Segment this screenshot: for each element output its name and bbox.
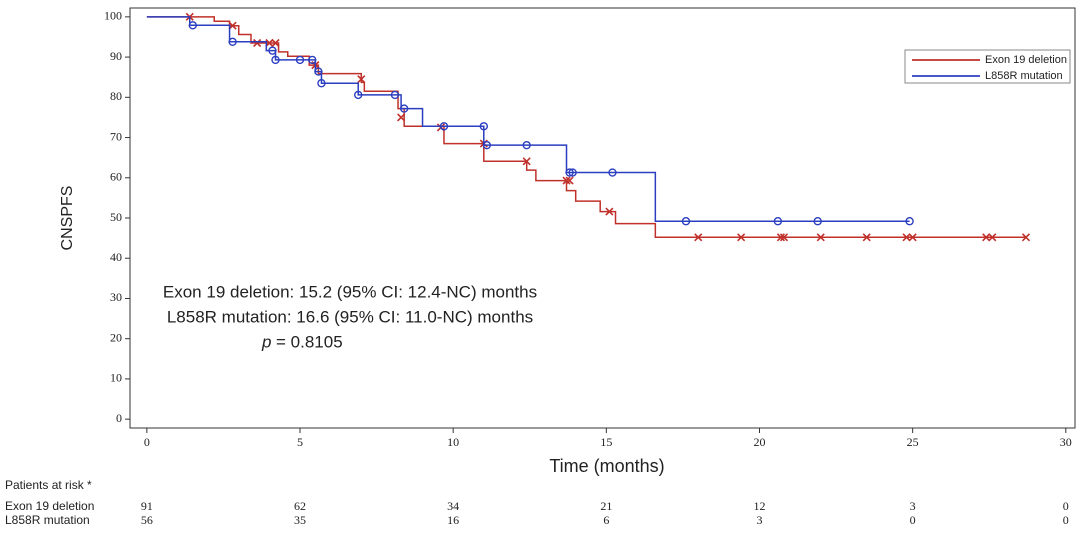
y-tick-label: 30 bbox=[110, 290, 122, 304]
legend-box bbox=[904, 49, 1071, 84]
censor-mark bbox=[317, 79, 326, 88]
censor-mark bbox=[562, 176, 571, 185]
censor-mark bbox=[357, 75, 366, 84]
y-axis-label: CNSPFS bbox=[59, 186, 76, 251]
x-tick-label: 30 bbox=[1060, 435, 1072, 449]
censor-mark bbox=[605, 207, 614, 216]
censor-mark bbox=[816, 233, 825, 242]
y-tick-label: 80 bbox=[110, 89, 122, 103]
x-tick-label: 25 bbox=[907, 435, 919, 449]
risk-count: 3 bbox=[756, 513, 762, 527]
censor-mark bbox=[862, 233, 871, 242]
x-tick-label: 20 bbox=[753, 435, 765, 449]
censor-mark bbox=[988, 233, 997, 242]
censor-mark bbox=[737, 233, 746, 242]
risk-count: 62 bbox=[294, 499, 306, 513]
censor-mark bbox=[908, 233, 917, 242]
y-tick-label: 40 bbox=[110, 250, 122, 264]
censor-mark bbox=[1021, 233, 1031, 242]
risk-count: 0 bbox=[1063, 499, 1069, 513]
censor-mark bbox=[482, 140, 492, 150]
censor-mark bbox=[390, 90, 400, 100]
risk-count: 6 bbox=[603, 513, 609, 527]
y-tick-label: 50 bbox=[110, 210, 122, 224]
risk-count: 91 bbox=[141, 499, 153, 513]
censor-mark bbox=[271, 38, 280, 48]
y-tick-label: 90 bbox=[110, 49, 122, 63]
p-value: = 0.8105 bbox=[276, 332, 343, 351]
censor-mark bbox=[608, 168, 617, 177]
censor-mark bbox=[253, 38, 262, 48]
censor-mark bbox=[694, 233, 703, 242]
censor-mark bbox=[268, 46, 277, 55]
censor-mark bbox=[308, 55, 317, 65]
risk-count: 0 bbox=[910, 513, 916, 527]
censor-mark bbox=[354, 90, 363, 100]
y-tick-label: 100 bbox=[104, 9, 122, 23]
survival-curve bbox=[146, 16, 1026, 239]
censor-mark bbox=[479, 122, 489, 131]
censor-mark bbox=[399, 104, 409, 113]
censor-mark bbox=[902, 233, 911, 242]
legend-label: L858R mutation bbox=[985, 70, 1063, 82]
censor-mark bbox=[314, 67, 323, 76]
y-tick-label: 70 bbox=[110, 129, 122, 143]
censor-mark bbox=[522, 140, 531, 150]
censor-mark bbox=[565, 176, 574, 185]
x-tick-label: 5 bbox=[297, 435, 303, 449]
risk-count: 21 bbox=[600, 499, 612, 513]
x-tick-label: 0 bbox=[144, 435, 150, 449]
censor-mark bbox=[681, 217, 691, 226]
censor-mark bbox=[776, 233, 785, 242]
censor-mark bbox=[397, 113, 406, 122]
risk-count: 3 bbox=[910, 499, 916, 513]
legend-label: Exon 19 deletion bbox=[985, 54, 1067, 66]
risk-count: 16 bbox=[447, 513, 459, 527]
risk-count: 34 bbox=[447, 499, 459, 513]
risk-title: Patients at risk * bbox=[5, 478, 92, 492]
censor-mark bbox=[568, 168, 577, 177]
y-tick-label: 10 bbox=[110, 371, 122, 385]
censor-mark bbox=[295, 55, 305, 65]
y-tick-label: 60 bbox=[110, 170, 122, 184]
risk-count: 0 bbox=[1063, 513, 1069, 527]
censor-mark bbox=[228, 37, 237, 46]
censor-mark bbox=[188, 21, 197, 30]
risk-row-name: L858R mutation bbox=[5, 513, 90, 527]
risk-row-name: Exon 19 deletion bbox=[5, 499, 94, 513]
annotation: L858R mutation: 16.6 (95% CI: 11.0-NC) m… bbox=[167, 307, 533, 326]
censor-mark bbox=[271, 55, 280, 65]
survival-curve bbox=[146, 16, 910, 222]
censor-mark bbox=[522, 157, 531, 166]
y-tick-label: 0 bbox=[116, 411, 122, 425]
risk-count: 35 bbox=[294, 513, 306, 527]
risk-count: 12 bbox=[753, 499, 765, 513]
censor-mark bbox=[813, 217, 822, 226]
y-tick-label: 20 bbox=[110, 330, 122, 344]
censor-mark bbox=[565, 168, 574, 177]
censor-mark bbox=[982, 233, 991, 242]
censor-mark bbox=[779, 233, 789, 242]
p-symbol: p bbox=[261, 332, 271, 351]
x-tick-label: 10 bbox=[447, 435, 459, 449]
x-axis-label: Time (months) bbox=[549, 456, 664, 476]
censor-mark bbox=[905, 217, 914, 226]
censor-mark bbox=[773, 217, 783, 226]
x-tick-label: 15 bbox=[600, 435, 612, 449]
annotation: Exon 19 deletion: 15.2 (95% CI: 12.4-NC)… bbox=[163, 282, 537, 301]
censor-mark bbox=[439, 122, 449, 131]
risk-count: 56 bbox=[141, 513, 153, 527]
